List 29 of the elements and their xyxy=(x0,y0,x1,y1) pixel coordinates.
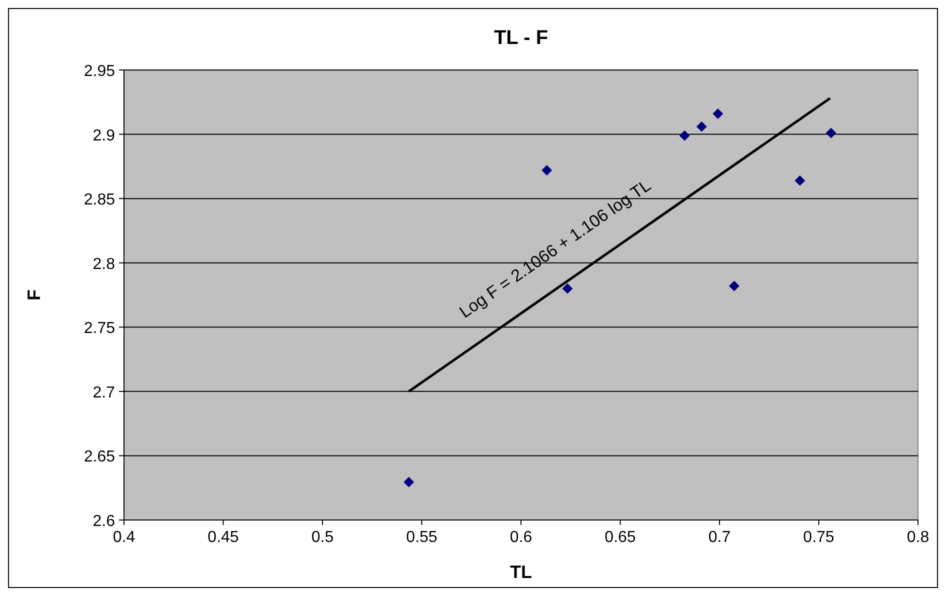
chart-title: TL - F xyxy=(494,27,548,49)
x-tick-label: 0.45 xyxy=(208,529,239,546)
point xyxy=(679,130,690,141)
x-tick-label: 0.8 xyxy=(906,529,930,546)
point xyxy=(404,476,414,488)
x-tick-label: 0.75 xyxy=(803,529,834,546)
x-tick-label: 0.55 xyxy=(406,529,438,546)
point xyxy=(728,280,740,292)
point xyxy=(696,121,707,132)
x-tick-label: 0.7 xyxy=(708,529,731,546)
point xyxy=(826,128,836,138)
y-tick-label: 2.7 xyxy=(92,384,116,402)
y-tick-label: 2.6 xyxy=(92,513,116,530)
x-axis-title: TL xyxy=(510,562,532,582)
y-tick-label: 2.95 xyxy=(84,63,116,80)
point xyxy=(562,283,573,294)
y-tick-label: 2.75 xyxy=(84,320,116,338)
point xyxy=(542,165,552,176)
y-tick-label: 2.9 xyxy=(92,127,116,144)
point xyxy=(712,108,724,119)
y-axis-title: F xyxy=(24,290,44,300)
y-tick-label: 2.8 xyxy=(92,256,116,273)
y-tick-label: 2.65 xyxy=(84,448,116,466)
x-tick-label: 0.65 xyxy=(604,529,636,546)
x-tick-label: 0.5 xyxy=(311,529,334,546)
x-tick-label: 0.4 xyxy=(112,529,136,546)
point xyxy=(794,175,806,186)
x-tick-label: 0.6 xyxy=(510,529,532,546)
y-tick-label: 2.85 xyxy=(84,192,116,209)
